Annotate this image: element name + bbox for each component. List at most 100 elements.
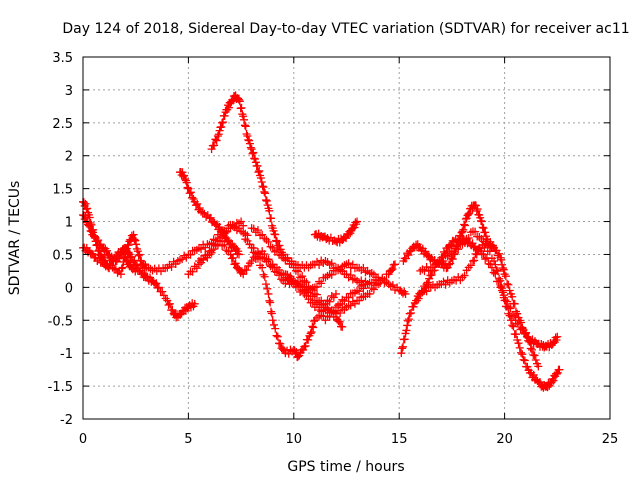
data-point-marker xyxy=(251,158,260,167)
data-point-marker xyxy=(300,342,309,351)
data-point-marker xyxy=(243,131,252,140)
data-point-marker xyxy=(308,298,317,307)
data-point-marker xyxy=(487,263,496,272)
data-point-marker xyxy=(534,362,543,371)
data-point-marker xyxy=(444,260,453,269)
data-point-marker xyxy=(346,301,355,310)
data-point-marker xyxy=(224,236,233,245)
data-point-marker xyxy=(508,321,517,330)
data-point-marker xyxy=(244,135,253,144)
data-point-marker xyxy=(404,316,413,325)
data-point-marker xyxy=(309,323,318,332)
data-point-marker xyxy=(509,312,518,321)
data-point-marker xyxy=(553,332,562,341)
data-point-marker xyxy=(530,351,539,360)
data-point-marker xyxy=(482,253,491,262)
data-point-marker xyxy=(497,255,506,264)
data-point-marker xyxy=(276,339,285,348)
data-point-marker xyxy=(514,320,523,329)
data-point-marker xyxy=(353,217,362,226)
data-point-marker xyxy=(263,284,272,293)
data-point-marker xyxy=(210,141,219,150)
data-point-marker xyxy=(468,257,477,266)
data-point-marker xyxy=(501,296,510,305)
series-arc-11 xyxy=(416,234,543,371)
data-point-marker xyxy=(240,115,249,124)
data-point-marker xyxy=(344,293,353,302)
data-point-marker xyxy=(499,291,508,300)
data-point-marker xyxy=(500,270,509,279)
data-point-marker xyxy=(176,310,185,319)
data-point-marker xyxy=(96,240,105,249)
data-point-marker xyxy=(242,266,251,275)
data-point-marker xyxy=(165,299,174,308)
data-point-marker xyxy=(199,255,208,264)
data-point-marker xyxy=(264,289,273,298)
data-point-marker xyxy=(239,221,248,230)
data-point-marker xyxy=(260,272,269,281)
data-point-marker xyxy=(400,335,409,344)
data-point-marker xyxy=(398,344,407,353)
data-point-marker xyxy=(460,220,469,229)
data-point-marker xyxy=(218,118,227,127)
data-point-marker xyxy=(461,214,470,223)
data-point-marker xyxy=(164,301,173,310)
data-point-marker xyxy=(450,237,459,246)
data-point-marker xyxy=(83,204,92,213)
data-point-marker xyxy=(387,266,396,275)
data-point-marker xyxy=(264,237,273,246)
data-point-marker xyxy=(405,309,414,318)
data-point-marker xyxy=(460,271,469,280)
data-point-marker xyxy=(298,272,307,281)
data-point-marker xyxy=(224,103,233,112)
data-point-marker xyxy=(441,280,450,289)
data-point-marker xyxy=(257,177,266,186)
y-axis-ticks: -2 -1.5 -1 -0.5 0 0.5 1 1.5 2 2.5 3 3.5 xyxy=(48,51,610,428)
data-point-marker xyxy=(121,252,130,261)
data-point-marker xyxy=(118,263,127,272)
data-point-marker xyxy=(398,342,407,351)
data-point-marker xyxy=(217,122,226,131)
data-point-marker xyxy=(529,370,538,379)
data-point-marker xyxy=(296,281,305,290)
data-point-marker xyxy=(331,289,340,298)
data-point-marker xyxy=(346,270,355,279)
data-point-marker xyxy=(89,228,98,237)
data-point-marker xyxy=(212,136,221,145)
data-point-marker xyxy=(355,287,364,296)
data-point-marker xyxy=(464,210,473,219)
data-point-marker xyxy=(308,322,317,331)
data-point-marker xyxy=(158,287,167,296)
data-point-marker xyxy=(234,95,243,104)
data-point-marker xyxy=(227,97,236,106)
data-point-marker xyxy=(229,96,238,105)
y-tick-label: -1.5 xyxy=(48,380,73,395)
data-point-marker xyxy=(494,277,503,286)
data-point-marker xyxy=(511,330,520,339)
data-point-marker xyxy=(388,281,397,290)
data-point-marker xyxy=(403,321,412,330)
data-point-marker xyxy=(407,309,416,318)
data-point-marker xyxy=(283,270,292,279)
data-point-marker xyxy=(459,225,468,234)
data-point-marker xyxy=(503,279,512,288)
data-point-marker xyxy=(504,303,513,312)
chart-title: Day 124 of 2018, Sidereal Day-to-day VTE… xyxy=(62,21,629,37)
data-point-marker xyxy=(103,246,112,255)
data-point-marker xyxy=(317,279,326,288)
data-point-marker xyxy=(247,145,256,154)
data-point-marker xyxy=(523,362,532,371)
data-point-marker xyxy=(302,278,311,287)
data-point-marker xyxy=(113,268,122,277)
data-point-marker xyxy=(181,175,190,184)
data-point-marker xyxy=(519,355,528,364)
data-point-marker xyxy=(260,250,269,259)
data-point-marker xyxy=(336,309,345,318)
data-point-marker xyxy=(202,212,211,221)
data-point-marker xyxy=(481,239,490,248)
data-point-marker xyxy=(242,130,251,139)
y-tick-label: -0.5 xyxy=(48,314,73,329)
data-point-marker xyxy=(267,214,276,223)
y-tick-label: 2 xyxy=(65,150,73,165)
